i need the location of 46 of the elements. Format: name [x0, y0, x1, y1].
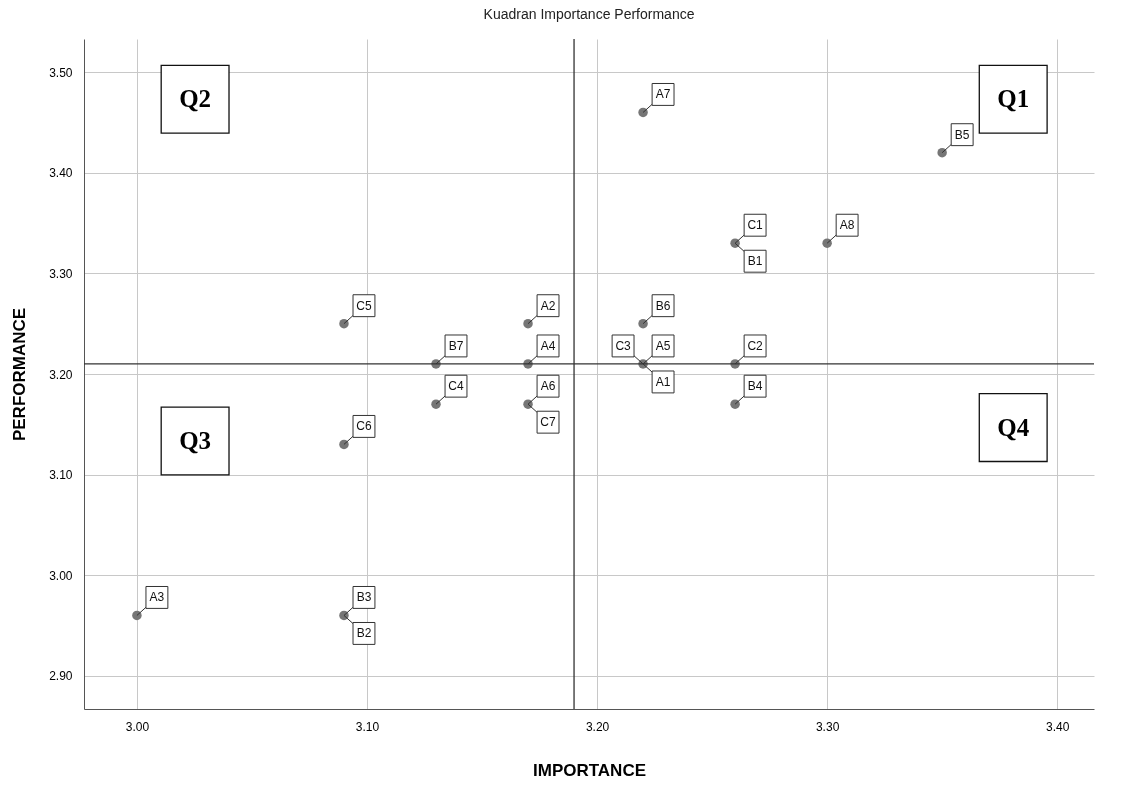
y-tick-label: 3.10 — [49, 468, 73, 483]
annotation: B5 — [954, 127, 970, 142]
annotation: A2 — [540, 298, 556, 313]
annotation: A1 — [655, 374, 671, 389]
annotation: Q4 — [997, 413, 1030, 441]
annotation: C6 — [356, 419, 372, 434]
x-tick-label: 3.20 — [585, 719, 610, 734]
annotation: B4 — [747, 379, 763, 394]
annotation: B3 — [356, 590, 372, 605]
annotation: B1 — [747, 254, 763, 269]
point — [638, 318, 648, 329]
x-tick-label: 3.10 — [355, 719, 380, 734]
annotation: A5 — [655, 338, 671, 353]
annotation: A6 — [540, 379, 556, 394]
y-tick-label: 3.50 — [49, 65, 73, 80]
annotation: B2 — [356, 626, 372, 641]
annotation: A4 — [540, 338, 556, 353]
annotation: B7 — [448, 338, 464, 353]
point — [822, 238, 832, 248]
x-axis-title: IMPORTANCE — [532, 760, 647, 780]
annotation: A8 — [839, 218, 855, 233]
annotation: C4 — [448, 379, 464, 394]
annotation: A7 — [655, 87, 671, 102]
annotation: C2 — [747, 338, 764, 353]
x-tick-label: 3.30 — [815, 719, 840, 734]
annotation: C5 — [356, 298, 372, 313]
point — [937, 147, 947, 158]
y-tick-label: 2.90 — [49, 669, 73, 684]
annotation: A3 — [149, 590, 165, 605]
annotation: Q2 — [179, 85, 212, 113]
annotation: C7 — [540, 415, 557, 430]
point — [523, 318, 533, 329]
y-axis-title: PERFORMANCE — [10, 307, 30, 442]
y-tick-label: 3.30 — [49, 266, 73, 281]
y-tick-label: 3.40 — [49, 166, 73, 181]
annotation: C3 — [615, 338, 632, 353]
chart-title: Kuadran Importance Performance — [483, 6, 695, 23]
x-tick-label: 3.00 — [125, 719, 150, 734]
annotation: B6 — [655, 298, 671, 313]
point — [339, 318, 349, 329]
annotation: Q3 — [179, 427, 212, 454]
annotation: Q1 — [997, 85, 1030, 113]
y-tick-label: 3.20 — [49, 367, 73, 382]
annotation: C1 — [747, 218, 764, 233]
y-tick-label: 3.00 — [49, 568, 73, 583]
x-tick-label: 3.40 — [1046, 719, 1070, 734]
